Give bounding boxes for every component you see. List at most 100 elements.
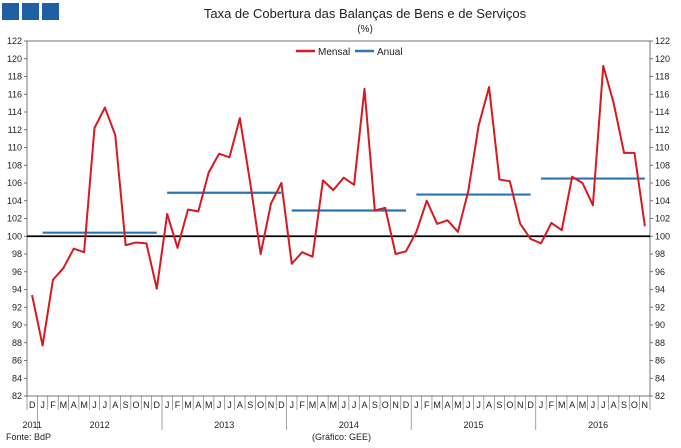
mensal-point — [529, 238, 532, 240]
y-tick-label: 114 — [8, 107, 22, 117]
y-tick-label: 116 — [8, 89, 22, 99]
mensal-point — [72, 247, 75, 250]
x-tick-label: S — [621, 400, 627, 410]
x-tick-label: J — [601, 400, 606, 410]
mensal-point — [519, 222, 522, 225]
year-label: 2016 — [588, 420, 608, 430]
mensal-point — [467, 190, 470, 192]
x-tick-label: S — [123, 400, 129, 410]
x-tick-label: D — [29, 400, 36, 410]
series-mensal — [31, 64, 646, 347]
x-tick-label: J — [476, 400, 481, 410]
y-tick-label: 114 — [655, 107, 669, 117]
x-tick-label: A — [445, 400, 451, 410]
x-tick-label: J — [103, 400, 108, 410]
x-tick-label: O — [382, 400, 389, 410]
x-tick-label: O — [133, 400, 140, 410]
mensal-point — [394, 253, 397, 255]
y-tick-label: 84 — [12, 373, 22, 383]
x-tick-label: J — [414, 400, 419, 410]
mensal-point — [623, 151, 625, 154]
x-tick-label: M — [330, 400, 338, 410]
x-tick-label: J — [227, 400, 232, 410]
mensal-point — [363, 88, 366, 90]
x-tick-label: O — [506, 400, 513, 410]
legend-label-anual: Anual — [377, 47, 403, 58]
credit-note: (Gráfico: GEE) — [312, 432, 371, 442]
x-tick-label: M — [309, 400, 317, 410]
x-tick-label: A — [486, 400, 492, 410]
y-tick-label: 96 — [655, 267, 665, 277]
x-tick-label: M — [80, 400, 88, 410]
x-tick-label: F — [299, 400, 305, 410]
mensal-point — [249, 182, 252, 184]
y-tick-label: 82 — [655, 391, 665, 401]
x-tick-label: M — [205, 400, 213, 410]
y-tick-label: 112 — [655, 125, 669, 135]
y-tick-label: 106 — [7, 178, 22, 188]
mensal-point — [488, 86, 490, 89]
y-tick-label: 88 — [655, 338, 665, 348]
mensal-point — [155, 287, 158, 290]
chart-title: Taxa de Cobertura das Balanças de Bens e… — [204, 6, 527, 21]
mensal-point — [41, 344, 44, 347]
y-tick-label: 102 — [7, 214, 22, 224]
x-tick-label: A — [112, 400, 118, 410]
x-tick-label: A — [611, 400, 617, 410]
mensal-point — [270, 202, 272, 205]
mensal-point — [52, 278, 54, 281]
mensal-point — [353, 183, 355, 186]
mensal-line — [31, 64, 646, 347]
x-tick-label: A — [320, 400, 326, 410]
y-tick-label: 122 — [7, 36, 22, 46]
x-tick-label: A — [569, 400, 575, 410]
y-tick-label: 84 — [655, 373, 665, 383]
x-tick-label: F — [424, 400, 430, 410]
x-tick-label: O — [631, 400, 638, 410]
plot-frame — [26, 40, 651, 397]
mensal-point — [342, 176, 345, 179]
y-tick-label: 86 — [12, 356, 22, 366]
x-tick-label: J — [539, 400, 544, 410]
mensal-point — [114, 134, 117, 136]
y-tick-label: 90 — [655, 320, 665, 330]
mensal-point — [166, 213, 169, 215]
mensal-point — [571, 175, 574, 178]
x-tick-label: J — [92, 400, 97, 410]
x-tick-label: M — [579, 400, 587, 410]
y-tick-label: 118 — [8, 72, 22, 82]
x-tick-label: M — [454, 400, 462, 410]
y-tick-label: 118 — [655, 72, 669, 82]
mensal-point — [384, 206, 387, 209]
mensal-point — [31, 294, 34, 297]
x-tick-label: A — [71, 400, 77, 410]
mensal-point — [591, 204, 594, 207]
x-tick-label: J — [341, 400, 346, 410]
x-tick-label: O — [257, 400, 264, 410]
y-tick-label: 92 — [12, 302, 22, 312]
x-tick-label: M — [60, 400, 68, 410]
x-tick-label: F — [50, 400, 56, 410]
y-tick-label: 122 — [655, 36, 670, 46]
mensal-point — [498, 178, 501, 181]
mensal-point — [311, 255, 314, 258]
mensal-point — [103, 106, 106, 109]
y-tick-label: 104 — [655, 196, 670, 206]
y-tick-label: 120 — [655, 54, 670, 64]
y-tick-label: 108 — [7, 160, 22, 170]
mensal-point — [425, 199, 428, 202]
mensal-point — [238, 117, 241, 120]
mensal-point — [477, 124, 480, 127]
y-tick-label: 110 — [655, 143, 669, 153]
mensal-point — [218, 152, 220, 155]
y-tick-label: 92 — [655, 302, 665, 312]
mensal-point — [290, 262, 293, 265]
mensal-point — [207, 171, 210, 174]
y-tick-label: 98 — [12, 249, 22, 259]
y-tick-label: 96 — [12, 267, 22, 277]
mensal-point — [176, 246, 179, 249]
x-tick-label: M — [184, 400, 192, 410]
x-tick-label: J — [217, 400, 222, 410]
